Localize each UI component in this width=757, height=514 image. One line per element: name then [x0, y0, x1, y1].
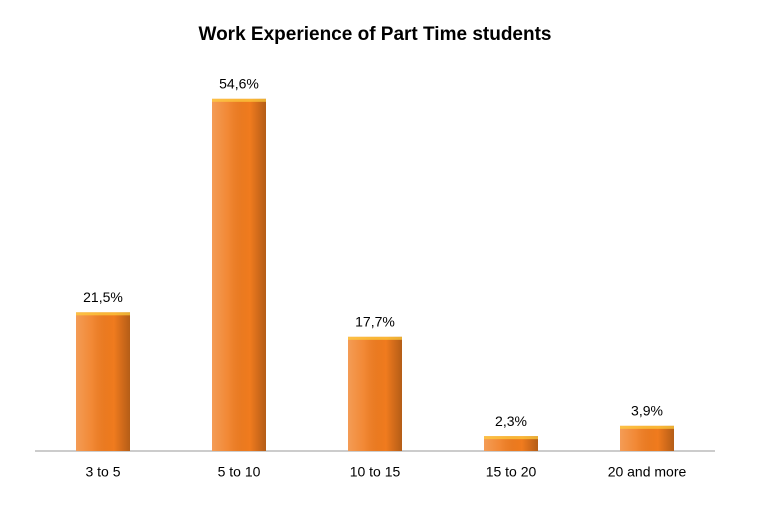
x-tick-label: 15 to 20 — [486, 464, 537, 480]
bar-cap — [212, 98, 266, 102]
value-label: 17,7% — [355, 314, 395, 330]
value-label: 21,5% — [83, 289, 123, 305]
chart-title: Work Experience of Part Time students — [198, 24, 551, 45]
x-tick-label: 10 to 15 — [350, 464, 401, 480]
value-label: 54,6% — [219, 76, 259, 92]
value-label: 2,3% — [495, 413, 527, 429]
bar-cap — [484, 436, 538, 440]
bar-shine — [348, 336, 402, 451]
x-tick-label: 20 and more — [608, 464, 687, 480]
bar-cap — [76, 312, 130, 316]
bar-shine — [484, 436, 538, 451]
bar-shine — [620, 425, 674, 451]
bar-shine — [76, 312, 130, 451]
bar-cap — [620, 425, 674, 429]
bar-shine — [212, 98, 266, 451]
value-label: 3,9% — [631, 403, 663, 419]
x-tick-label: 5 to 10 — [218, 464, 261, 480]
x-tick-label: 3 to 5 — [85, 464, 120, 480]
bar-cap — [348, 336, 402, 340]
